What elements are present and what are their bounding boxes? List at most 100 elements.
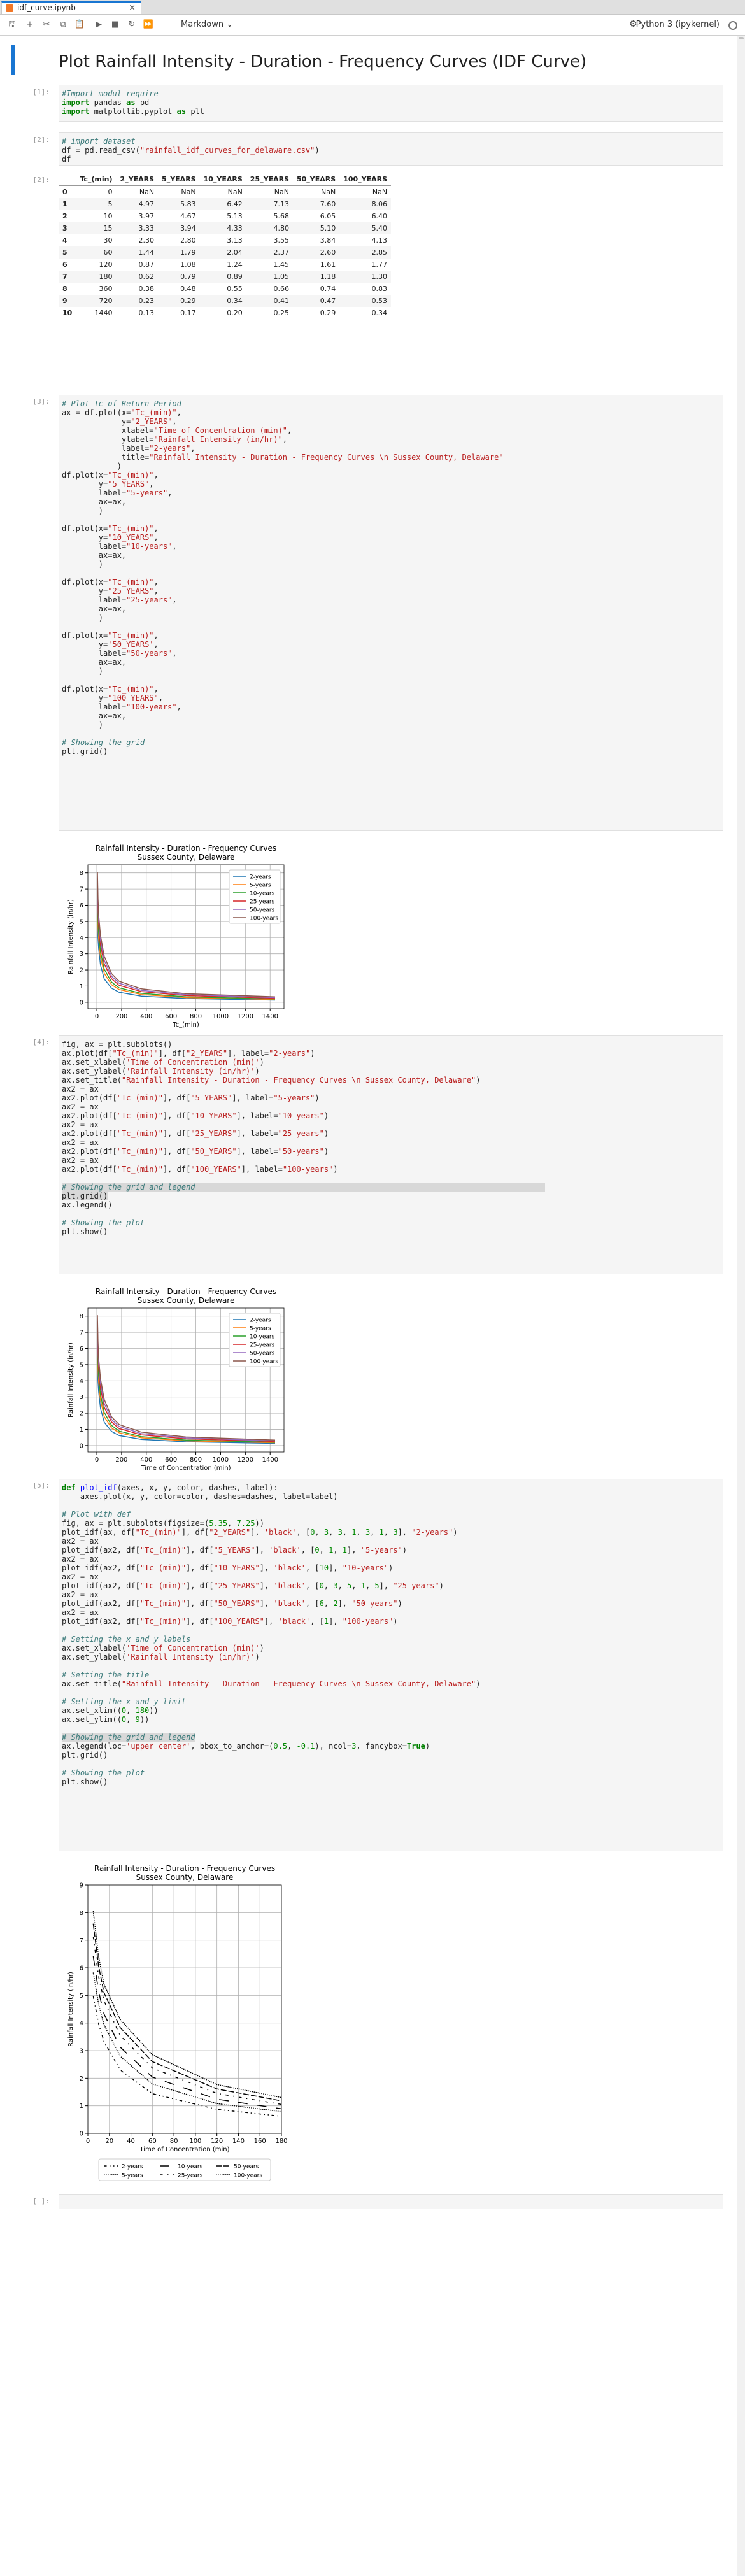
table-cell: 0 — [108, 188, 113, 196]
table-cell: 0.89 — [199, 271, 246, 283]
y-tick-label: 6 — [80, 902, 83, 909]
run-icon[interactable]: ▶ — [96, 20, 102, 29]
table-cell: 0.79 — [158, 271, 200, 283]
table-cell: 360 — [99, 285, 113, 293]
plot-frame — [87, 1884, 282, 2134]
code-cell-4[interactable]: fig, ax = plt.subplots() ax.plot(df["Tc_… — [59, 1035, 723, 1274]
table-row: 1 5 4.97 5.83 6.42 7.13 7.60 8.06 — [59, 198, 392, 210]
scrollbar[interactable] — [737, 36, 745, 2576]
kernel-name[interactable]: Python 3 (ipykernel) — [635, 20, 720, 29]
table-cell: 2.60 — [293, 246, 340, 259]
table-cell: NaN — [139, 188, 155, 196]
table-cell: 0.29 — [320, 309, 336, 317]
table-row: 4 30 2.30 2.80 3.13 3.55 3.84 4.13 — [59, 234, 391, 246]
x-tick-label: 400 — [140, 1013, 152, 1020]
table-cell: 0.53 — [339, 295, 392, 307]
table-row: 5 60 1.44 1.79 2.04 2.37 2.60 2.85 — [59, 246, 392, 259]
table-row: 0 0 NaN NaN NaN NaN NaN NaN — [59, 186, 391, 199]
code-cell-5[interactable]: def plot_idf(axes, x, y, color, dashes, … — [59, 1479, 723, 1851]
table-cell: 6.42 — [199, 198, 246, 210]
x-tick-label: 1000 — [213, 1013, 229, 1020]
table-cell: 3.97 — [138, 212, 155, 220]
empty-code-cell[interactable] — [59, 2194, 723, 2209]
row-index: 2 — [62, 212, 67, 220]
y-tick-label: 8 — [80, 870, 83, 877]
cell-prompt: [ ]: — [32, 2197, 50, 2205]
notebook-toolbar: 🖫 + ✂ ⧉ 📋 ▶ ■ ↻ ⏩ Markdown ⌄ ⚙ Python 3 … — [0, 15, 745, 36]
legend-label: 100-years — [250, 1359, 278, 1365]
y-tick-label: 3 — [80, 1394, 83, 1401]
table-cell: 0.55 — [227, 285, 243, 293]
fast-forward-icon[interactable]: ⏩ — [143, 20, 154, 29]
code-cell-1[interactable]: #Import modul require import pandas as p… — [59, 85, 723, 122]
table-cell: 1.24 — [227, 260, 243, 269]
close-icon[interactable]: × — [129, 3, 136, 13]
legend-label: 50-years — [250, 907, 275, 914]
table-cell: 30 — [103, 236, 113, 245]
table-cell: 0.20 — [227, 309, 243, 317]
table-cell: 0.38 — [138, 285, 155, 293]
table-cell: 0.13 — [138, 309, 155, 317]
y-tick-label: 1 — [80, 2103, 83, 2110]
y-tick-label: 0 — [80, 999, 83, 1006]
code-cell-3[interactable]: # Plot Tc of Return Period ax = df.plot(… — [59, 395, 723, 831]
y-axis-label: Rainfall Intensity (in/hr) — [67, 899, 74, 974]
legend-box — [229, 869, 281, 924]
table-cell: 1440 — [94, 309, 113, 317]
table-cell: 7.60 — [293, 198, 340, 210]
x-axis-label: Tc_(min) — [172, 1021, 199, 1028]
table-header: 2_YEARS — [116, 173, 159, 186]
table-cell: 2.30 — [138, 236, 155, 245]
table-header: 25_YEARS — [246, 173, 293, 186]
table-cell: 1.44 — [116, 246, 159, 259]
copy-icon[interactable]: ⧉ — [60, 20, 66, 29]
x-tick-label: 100 — [189, 2138, 201, 2145]
save-icon[interactable]: 🖫 — [8, 20, 16, 29]
x-tick-label: 800 — [190, 1456, 202, 1463]
legend-label: 100-years — [234, 2173, 262, 2179]
paste-icon[interactable]: 📋 — [74, 20, 85, 29]
restart-icon[interactable]: ↻ — [128, 20, 136, 29]
chart-title: Sussex County, Delaware — [138, 1296, 235, 1305]
row-index: 1 — [59, 198, 76, 210]
x-tick-label: 160 — [254, 2138, 266, 2145]
x-tick-label: 600 — [165, 1013, 177, 1020]
stop-icon[interactable]: ■ — [111, 20, 120, 29]
table-cell: 8.06 — [339, 198, 392, 210]
table-cell: 0.23 — [116, 295, 159, 307]
table-cell: 3.55 — [273, 236, 290, 245]
x-tick-label: 180 — [275, 2138, 287, 2145]
cell-type-select[interactable]: Markdown ⌄ — [181, 20, 234, 29]
table-cell: 1.79 — [158, 246, 200, 259]
table-row: 6 120 0.87 1.08 1.24 1.45 1.61 1.77 — [59, 259, 391, 271]
x-tick-label: 200 — [115, 1013, 127, 1020]
series-line-100-years — [97, 872, 276, 997]
x-tick-label: 600 — [165, 1456, 177, 1463]
table-cell: 0.34 — [199, 295, 246, 307]
table-cell: 0.74 — [320, 285, 336, 293]
cell-prompt: [2]: — [32, 136, 50, 144]
table-header: Tc_(min) — [76, 173, 117, 186]
table-cell: 0.25 — [273, 309, 290, 317]
code-cell-2[interactable]: # import dataset df = pd.read_csv("rainf… — [59, 132, 723, 166]
table-header: 10_YEARS — [199, 173, 246, 186]
idf-chart-1: Rainfall Intensity - Duration - Frequenc… — [59, 839, 301, 1033]
table-cell: NaN — [227, 188, 243, 196]
gear-icon[interactable]: ⚙ — [629, 19, 637, 29]
table-cell: 0.87 — [138, 260, 155, 269]
table-cell: 0.17 — [180, 309, 196, 317]
notebook-tab[interactable]: idf_curve.ipynb × — [1, 1, 141, 14]
table-cell: 5.10 — [293, 222, 340, 234]
table-cell: 1.08 — [180, 260, 196, 269]
x-tick-label: 80 — [170, 2138, 178, 2145]
y-tick-label: 6 — [80, 1965, 83, 1972]
table-cell: 7.13 — [246, 198, 293, 210]
add-cell-icon[interactable]: + — [26, 20, 34, 29]
legend-label: 5-years — [250, 883, 271, 889]
chart-title: Rainfall Intensity - Duration - Frequenc… — [94, 1864, 275, 1873]
dataframe-table: Tc_(min) 2_YEARS 5_YEARS 10_YEARS 25_YEARS 50… — [59, 173, 392, 319]
table-cell: 2.85 — [339, 246, 392, 259]
cut-icon[interactable]: ✂ — [43, 20, 50, 29]
table-cell: 0.66 — [273, 285, 290, 293]
series-line-2-years — [97, 1365, 276, 1444]
